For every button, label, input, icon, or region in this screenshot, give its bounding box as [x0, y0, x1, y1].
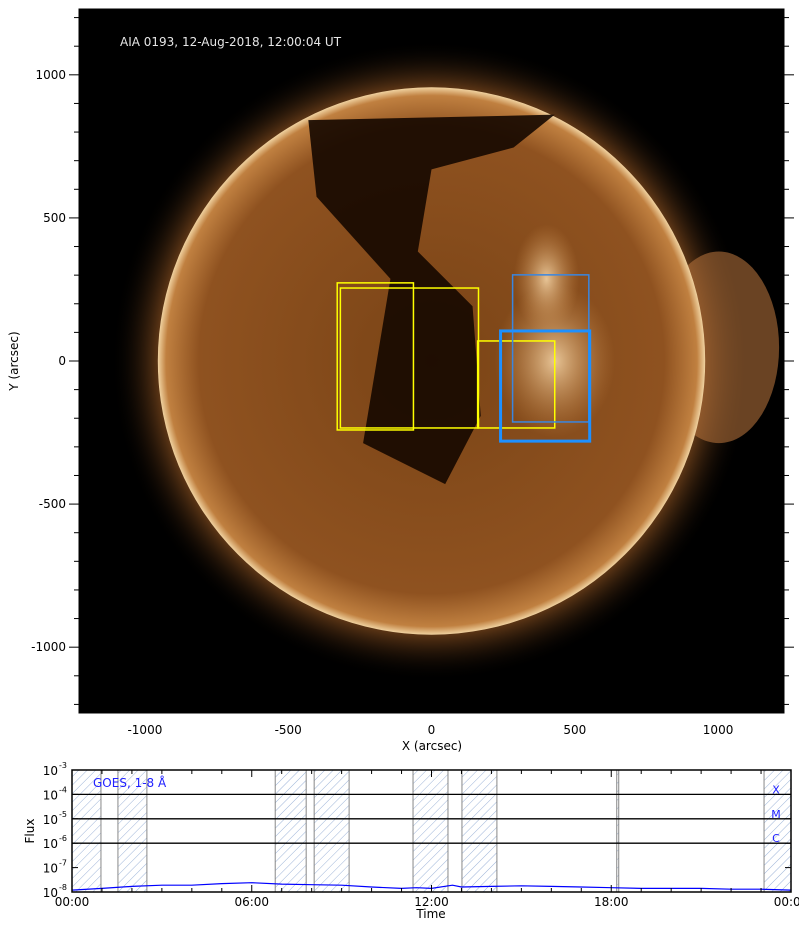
flux-tick-label: 10	[43, 862, 58, 876]
flare-class-label-X: X	[772, 783, 780, 796]
time-tick-label: 00:00	[55, 895, 90, 909]
y-tick-label: -500	[39, 497, 66, 511]
aia-image-panel: -1000 -500 0 500 1000 1000 500 0 -500 -1000 AIA 0…	[7, 8, 794, 753]
region-box-2	[339, 287, 480, 429]
time-tick-label: 06:00	[234, 895, 269, 909]
hatched-interval	[117, 770, 148, 892]
flux-tick-exponent: -8	[59, 883, 67, 892]
x-tick-label: 1000	[703, 723, 734, 737]
flux-tick-exponent: -7	[59, 859, 67, 868]
flux-tick-exponent: -5	[59, 810, 67, 819]
goes-x-label: Time	[415, 907, 445, 921]
region-box-1	[336, 282, 415, 431]
hatched-interval	[274, 770, 307, 892]
goes-panel: XMC 00:0006:0012:0018:0000:0010-310-410-…	[23, 761, 799, 921]
hatched-interval	[763, 770, 791, 892]
y-tick-label: -1000	[31, 640, 66, 654]
hatched-interval	[461, 770, 498, 892]
flux-tick-exponent: -4	[59, 785, 67, 794]
y-tick-label: 500	[43, 211, 66, 225]
x-tick-label: 0	[428, 723, 436, 737]
flux-tick-label: 10	[43, 813, 58, 827]
goes-legend: GOES, 1-8 Å	[93, 775, 167, 790]
y-tick-label: 1000	[35, 68, 66, 82]
time-tick-label: 00:00	[774, 895, 799, 909]
time-tick-label: 12:00	[414, 895, 449, 909]
hatched-interval	[313, 770, 350, 892]
hatched-interval	[412, 770, 449, 892]
region-box-3	[476, 340, 556, 429]
x-axis-label: X (arcsec)	[402, 739, 462, 753]
flux-tick-label: 10	[43, 837, 58, 851]
y-axis-label: Y (arcsec)	[7, 331, 21, 391]
goes-y-label: Flux	[23, 819, 37, 844]
hatched-interval	[72, 770, 102, 892]
x-tick-label: -1000	[127, 723, 162, 737]
y-tick-label: 0	[58, 354, 66, 368]
flux-tick-label: 10	[43, 764, 58, 778]
image-title: AIA 0193, 12-Aug-2018, 12:00:04 UT	[120, 35, 342, 49]
active-region-north	[513, 224, 580, 334]
region-box-5	[499, 329, 592, 443]
time-tick-label: 18:00	[594, 895, 629, 909]
x-tick-label: 500	[563, 723, 586, 737]
coronal-hole	[308, 114, 555, 485]
x-tick-label: -500	[275, 723, 302, 737]
hatched-interval	[616, 770, 620, 892]
flux-tick-label: 10	[43, 788, 58, 802]
flare-class-label-C: C	[772, 832, 780, 845]
flux-tick-label: 10	[43, 886, 58, 900]
flare-class-label-M: M	[771, 808, 781, 821]
flux-tick-exponent: -6	[59, 834, 67, 843]
flux-tick-exponent: -3	[59, 761, 67, 770]
